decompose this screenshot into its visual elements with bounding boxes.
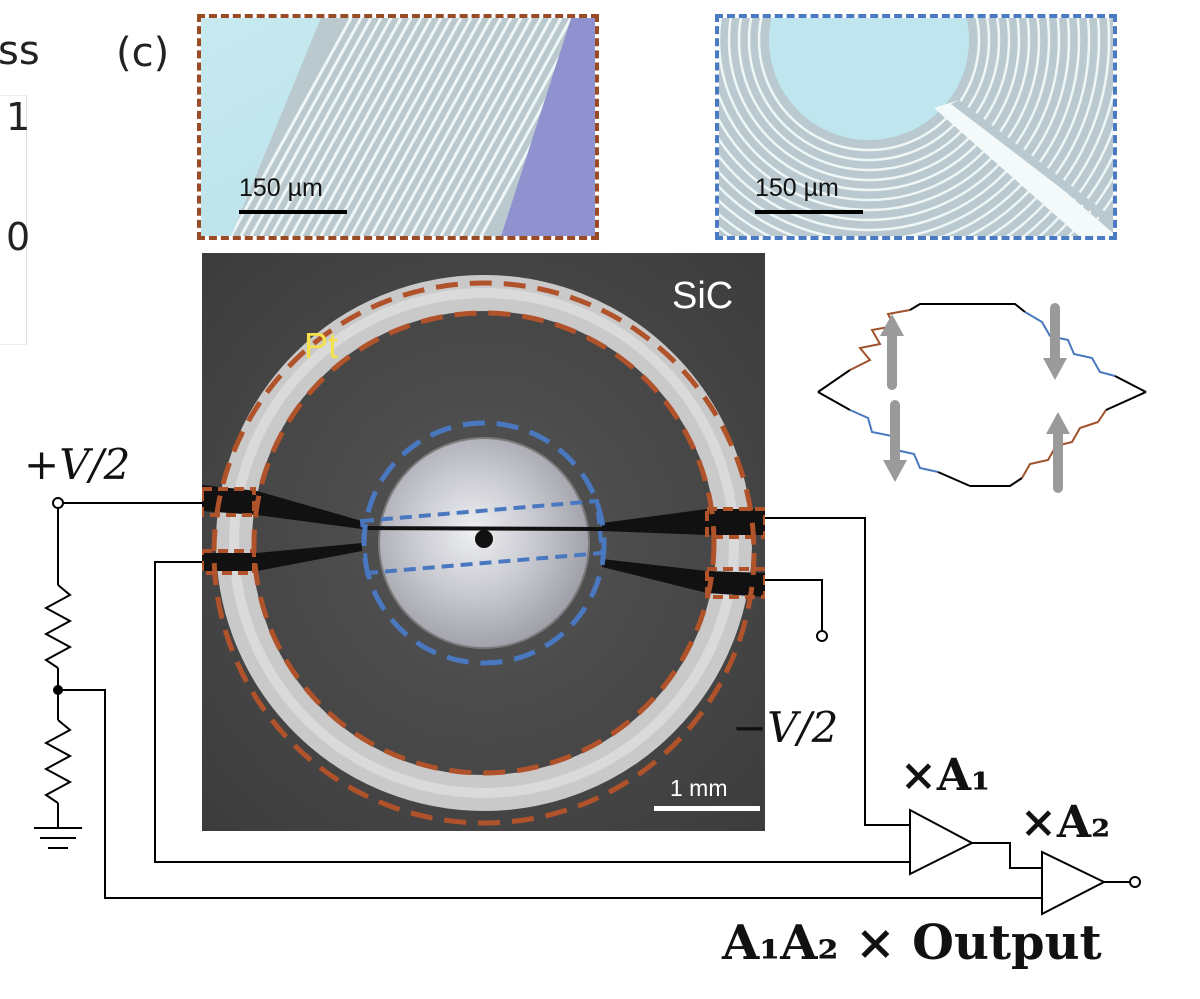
- amplifier-1: [909, 808, 975, 876]
- interdigitated-fingers-image: [201, 18, 595, 236]
- partial-panel-frame: [0, 95, 27, 345]
- amp2-gain-label: ×A₂: [1020, 797, 1111, 848]
- panel-label: (c): [116, 30, 170, 76]
- partial-panel-value-0: 0: [6, 215, 31, 259]
- photo-scale-label: 1 mm: [670, 775, 728, 801]
- amp1-gain-label: ×A₁: [900, 750, 991, 801]
- micrograph-inset-inner-electrode: 150 µm: [715, 14, 1117, 240]
- partial-panel-title: ss: [0, 28, 40, 74]
- device-photo: SiC Pt 1 mm: [202, 253, 765, 831]
- inset-left-scale-label: 150 µm: [239, 174, 323, 202]
- electrode-label: Pt: [304, 325, 339, 366]
- output-label: A₁A₂ × Output: [722, 915, 1102, 971]
- inset-right-scale-label: 150 µm: [755, 174, 839, 202]
- inset-left-scale-bar: [239, 210, 347, 214]
- partial-panel-value-1: 1: [6, 95, 31, 139]
- amplifier-2: [1041, 850, 1107, 916]
- minus-voltage-label: −V/2: [732, 703, 839, 752]
- concentric-fingers-image: [719, 18, 1113, 236]
- plus-voltage-label: +V/2: [24, 440, 131, 489]
- micrograph-inset-outer-electrode: 150 µm: [197, 14, 599, 240]
- inset-right-scale-bar: [755, 210, 863, 214]
- bridge-schematic: [817, 303, 1147, 493]
- substrate-label: SiC: [672, 275, 734, 317]
